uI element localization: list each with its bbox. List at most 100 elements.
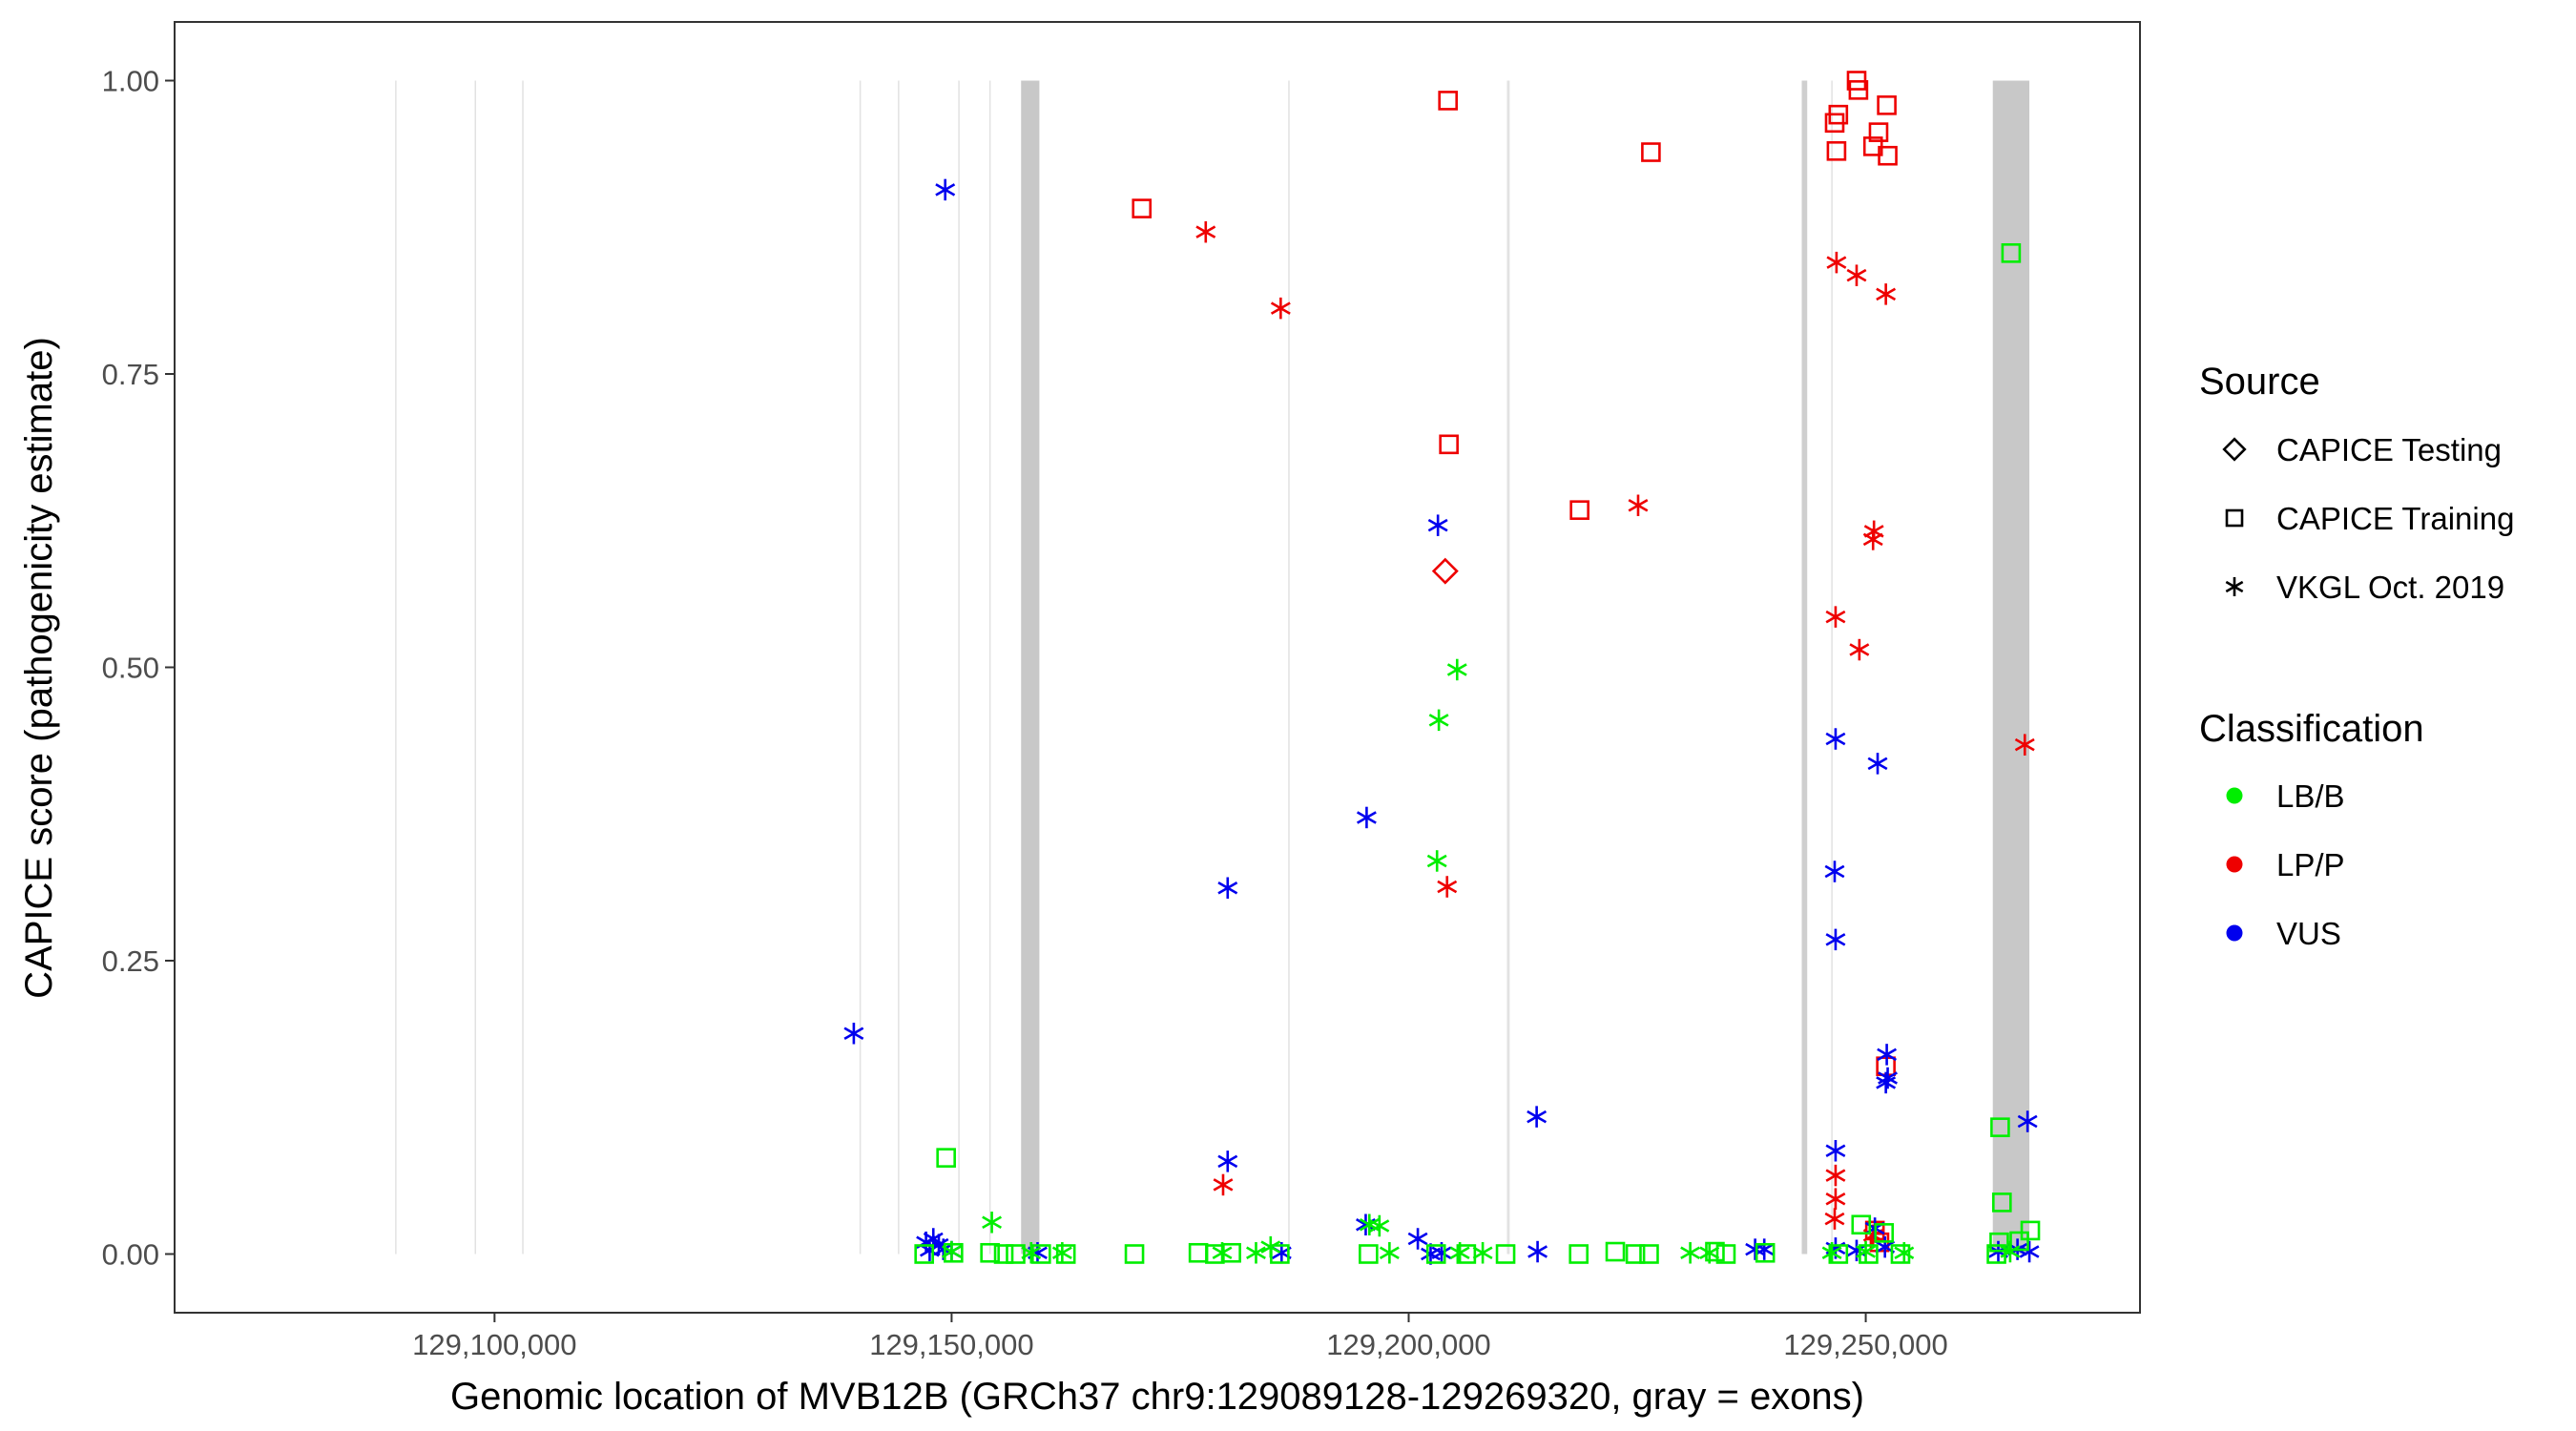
data-point-84	[944, 1242, 964, 1263]
data-point-26	[1876, 283, 1897, 305]
y-tick-label: 0.00	[102, 1238, 159, 1272]
exon-lines	[395, 80, 2030, 1255]
exon-line-7	[988, 80, 991, 1255]
data-point-82	[1874, 1223, 1895, 1243]
x-tick-label: 129,250,000	[1783, 1328, 1947, 1361]
data-point-108	[1890, 1244, 1911, 1264]
legend-key-color	[2226, 856, 2243, 873]
data-point-110	[1426, 850, 1447, 872]
data-point-125	[1680, 1242, 1701, 1264]
exon-line-5	[898, 80, 900, 1255]
data-point-4	[1569, 500, 1589, 520]
data-point-22	[1437, 876, 1458, 898]
data-point-122	[1379, 1242, 1400, 1264]
data-point-51	[1876, 1071, 1897, 1094]
data-point-104	[1715, 1244, 1736, 1264]
exon-line-10	[1506, 80, 1510, 1255]
legend-key-color	[2226, 787, 2243, 804]
legend-key-diamond	[2222, 437, 2247, 462]
data-point-96	[1425, 1244, 1446, 1264]
data-point-118	[1021, 1242, 1042, 1264]
data-point-116	[1260, 1235, 1281, 1258]
data-point-79	[1989, 1232, 2009, 1253]
data-point-31	[2014, 734, 2035, 756]
x-tick-label: 129,150,000	[869, 1328, 1033, 1361]
exon-line-8	[1021, 80, 1040, 1255]
data-point-36	[935, 178, 956, 201]
legend-label-classification: LB/B	[2276, 778, 2345, 814]
data-point-90	[1124, 1244, 1145, 1264]
data-point-101	[1625, 1244, 1646, 1264]
data-point-46	[1867, 753, 1888, 775]
data-point-8	[1826, 141, 1847, 161]
data-point-99	[1568, 1244, 1589, 1264]
data-point-119	[1051, 1242, 1072, 1264]
data-point-74	[2001, 243, 2022, 263]
data-point-20	[1270, 297, 1291, 320]
data-point-7	[1828, 104, 1849, 125]
data-point-129	[1894, 1242, 1915, 1264]
legend-title-classification: Classification	[2199, 708, 2424, 750]
data-point-3	[1439, 434, 1459, 455]
exon-line-3	[522, 80, 524, 1255]
exon-line-4	[859, 80, 862, 1255]
legend-label-source: VKGL Oct. 2019	[2276, 570, 2504, 605]
data-point-83	[914, 1244, 934, 1264]
data-point-128	[1856, 1240, 1876, 1263]
data-point-117	[941, 1240, 962, 1263]
data-point-121	[1246, 1242, 1266, 1264]
data-point-33	[1825, 1188, 1846, 1210]
exon-line-1	[395, 80, 397, 1255]
data-point-32	[1825, 1164, 1846, 1187]
data-point-89	[1055, 1244, 1076, 1264]
data-point-73	[2019, 1240, 2040, 1263]
data-point-113	[982, 1212, 1003, 1234]
data-point-45	[1825, 728, 1846, 750]
data-point-105	[1755, 1242, 1776, 1263]
data-point-18	[1431, 557, 1459, 585]
data-point-13	[1877, 95, 1897, 115]
data-point-95	[1359, 1244, 1379, 1264]
data-point-30	[1849, 638, 1870, 661]
data-point-28	[1862, 529, 1883, 550]
data-point-76	[1990, 1117, 2010, 1137]
data-point-23	[1628, 494, 1649, 517]
data-point-87	[1006, 1244, 1026, 1264]
data-point-21	[1213, 1173, 1234, 1196]
data-point-2	[1438, 91, 1458, 111]
data-point-1	[1132, 198, 1153, 218]
data-point-38	[1217, 877, 1238, 899]
data-point-48	[1825, 928, 1846, 951]
data-point-78	[2020, 1220, 2041, 1241]
data-point-5	[1641, 142, 1661, 162]
y-axis-title: CAPICE score (pathogenicity estimate)	[18, 337, 60, 999]
exon-line-11	[1801, 80, 1808, 1255]
data-point-19	[1195, 220, 1216, 243]
legend-label-classification: VUS	[2276, 916, 2341, 951]
legend-key-square	[2225, 508, 2244, 528]
data-point-85	[980, 1242, 1000, 1263]
data-point-120	[1212, 1242, 1233, 1264]
data-point-25	[1846, 264, 1867, 286]
data-point-24	[1826, 251, 1847, 274]
y-tick-label: 0.25	[102, 944, 159, 978]
data-point-124	[1472, 1242, 1493, 1264]
data-point-10	[1848, 80, 1869, 100]
data-point-41	[1427, 514, 1448, 536]
data-point-77	[1992, 1192, 2012, 1213]
data-points	[843, 71, 2041, 1265]
legend-key-color	[2226, 924, 2243, 942]
data-point-98	[1495, 1244, 1516, 1264]
data-point-29	[1825, 606, 1846, 628]
data-point-123	[1449, 1242, 1470, 1264]
data-point-12	[1868, 122, 1889, 142]
axes: 0.00 0.25 0.50 0.75 1.00 129,100,000 129,150,0…	[102, 65, 1948, 1362]
legend-label-source: CAPICE Training	[2276, 501, 2514, 536]
legend-key-asterisk	[2225, 577, 2244, 596]
data-point-34	[1824, 1208, 1845, 1230]
exon-line-12	[1831, 80, 1833, 1255]
data-point-75	[936, 1148, 956, 1168]
data-point-81	[1851, 1214, 1872, 1235]
